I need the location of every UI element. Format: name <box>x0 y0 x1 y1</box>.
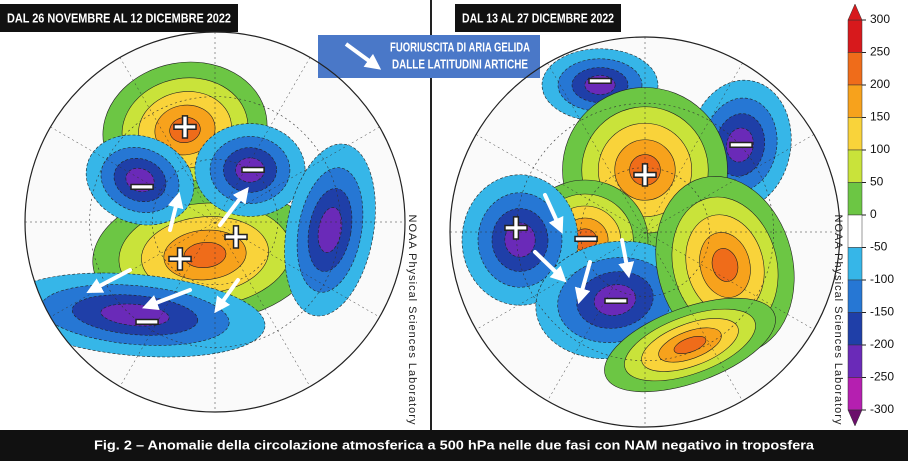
caption: Fig. 2 – Anomalie della circolazione atm… <box>94 437 815 452</box>
flow-arrow <box>618 238 635 279</box>
anomaly-sign: − <box>573 215 599 264</box>
annotation-line: DALLE LATITUDINI ARTICHE <box>392 56 528 71</box>
colorbar-band <box>847 312 863 346</box>
anomaly-sign: + <box>503 204 529 253</box>
colorbar-band <box>847 214 863 248</box>
colorbar-band <box>847 377 863 411</box>
anomaly-sign: − <box>728 121 754 170</box>
colorbar-band <box>847 182 863 216</box>
colorbar: 300 250 200 150 100 50 0 -50 -100 -150 -200 -250 -30… <box>847 3 894 427</box>
anomaly-sign: − <box>129 163 155 212</box>
anomaly-sign: − <box>240 146 266 195</box>
colorbar-tick-label: 200 <box>870 77 890 91</box>
map-border <box>449 36 841 428</box>
anomaly-contour <box>317 207 343 253</box>
colorbar-tick-label: -50 <box>870 240 888 254</box>
anomaly-sign: − <box>134 298 160 347</box>
colorbar-tick-label: 100 <box>870 142 890 156</box>
colorbar-tick-label: -150 <box>870 305 894 319</box>
colorbar-band <box>847 52 863 86</box>
meridian <box>50 126 380 318</box>
credit: NOAA Physical Sciences Laboratory <box>406 215 418 426</box>
flow-arrow <box>574 260 592 305</box>
colorbar-tick-label: 300 <box>870 12 890 26</box>
panel-title: DAL 26 NOVEMBRE AL 12 DICEMBRE 2022 <box>7 10 231 25</box>
anomaly-sign: + <box>172 103 198 152</box>
flow-arrow <box>543 193 564 234</box>
flow-arrow <box>167 191 184 232</box>
anomaly-contour <box>169 117 201 143</box>
colorbar-end <box>847 409 863 427</box>
annotation-icon <box>344 42 382 70</box>
flow-arrow <box>86 268 132 293</box>
map-border <box>24 31 406 413</box>
colorbar-tick-label: -100 <box>870 272 894 286</box>
colorbar-band <box>847 149 863 183</box>
colorbar-tick-label: -300 <box>870 402 894 416</box>
anomaly-contour <box>593 284 637 316</box>
flow-arrow <box>214 278 240 314</box>
annotation-line: FUORIUSCITA DI ARIA GELIDA <box>390 39 530 54</box>
colorbar-end <box>847 3 863 21</box>
panel-title-box <box>0 4 238 32</box>
anomaly-sign: + <box>632 151 658 200</box>
anomaly-sign: − <box>603 277 629 326</box>
colorbar-tick-label: 0 <box>870 207 877 221</box>
meridian <box>476 134 814 330</box>
anomaly-contour <box>673 335 707 355</box>
anomaly-contour <box>726 127 754 163</box>
credit: NOAA Physical Sciences Laboratory <box>832 215 844 426</box>
anomaly-contour <box>584 75 616 95</box>
colorbar-band <box>847 279 863 313</box>
caption-bar <box>0 430 908 461</box>
anomaly-contour <box>235 157 265 183</box>
colorbar-band <box>847 19 863 53</box>
anomaly-sign: − <box>587 57 613 106</box>
colorbar-tick-label: 50 <box>870 175 884 189</box>
map-left <box>25 32 405 412</box>
anomaly-contour <box>711 248 739 282</box>
anomaly-contour <box>504 222 536 258</box>
colorbar-band <box>847 84 863 118</box>
colorbar-tick-label: 150 <box>870 110 890 124</box>
anomaly-sign: + <box>223 213 249 262</box>
colorbar-band <box>847 117 863 151</box>
annotation-box <box>318 35 540 78</box>
colorbar-band <box>847 247 863 281</box>
colorbar-tick-label: 250 <box>870 45 890 59</box>
colorbar-band <box>847 344 863 378</box>
anomaly-contour <box>183 242 227 268</box>
anomaly-sign: + <box>167 235 193 284</box>
anomaly-contour <box>125 167 155 193</box>
flow-arrow <box>142 288 192 311</box>
colorbar-tick-label: -200 <box>870 337 894 351</box>
anomaly-contour <box>629 154 661 186</box>
latitude-circle <box>152 159 279 286</box>
flow-arrow <box>533 250 567 283</box>
map-right <box>450 37 840 427</box>
meridian <box>476 134 814 330</box>
panel-title-box <box>455 4 621 32</box>
colorbar-tick-label: -250 <box>870 370 894 384</box>
flow-arrow <box>218 186 249 227</box>
panel-title: DAL 13 AL 27 DICEMBRE 2022 <box>462 10 614 25</box>
